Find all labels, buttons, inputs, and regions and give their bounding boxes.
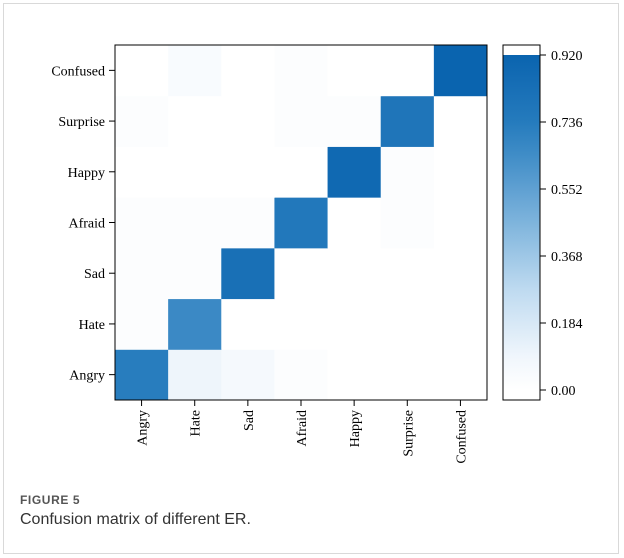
- heatmap-cell-surprise-surprise: [380, 95, 435, 147]
- heatmap-cells: [115, 45, 488, 401]
- heatmap-cell-sad-afraid: [274, 247, 329, 300]
- heatmap-cell-confused-sad: [221, 45, 275, 97]
- y-tick-label: Confused: [51, 64, 105, 79]
- colorbar-tick-label: 0.368: [551, 250, 583, 265]
- x-tick-label: Hate: [189, 410, 204, 436]
- heatmap-cell-afraid-angry: [115, 197, 169, 249]
- x-tick-label: Afraid: [295, 410, 310, 447]
- heatmap-cell-hate-sad: [221, 298, 275, 350]
- x-tick-label: Sad: [242, 410, 257, 431]
- heatmap-cell-surprise-sad: [221, 95, 275, 147]
- heatmap-cell-surprise-happy: [327, 95, 382, 147]
- heatmap-cell-angry-confused: [433, 349, 488, 401]
- heatmap-cell-afraid-afraid: [274, 197, 329, 249]
- heatmap-cell-angry-hate: [168, 349, 222, 401]
- heatmap-cell-sad-sad: [221, 247, 275, 300]
- y-tick-label: Hate: [79, 318, 105, 333]
- heatmap-cell-happy-afraid: [274, 146, 329, 198]
- heatmap-cell-confused-confused: [433, 45, 488, 97]
- heatmap-cell-sad-surprise: [380, 247, 435, 300]
- heatmap-cell-surprise-hate: [168, 95, 222, 147]
- heatmap-cell-confused-afraid: [274, 45, 329, 97]
- heatmap-cell-happy-surprise: [380, 146, 435, 198]
- x-tick-label: Happy: [348, 410, 363, 447]
- heatmap-cell-sad-hate: [168, 247, 222, 300]
- heatmap-cell-angry-sad: [221, 349, 275, 401]
- heatmap-cell-afraid-sad: [221, 197, 275, 249]
- confusion-matrix-chart: AngryHateSadAfraidHappySurpriseConfused …: [51, 44, 583, 464]
- figure-label: FIGURE 5: [20, 493, 81, 507]
- colorbar-tick-label: 0.184: [551, 317, 583, 332]
- x-tick-label: Surprise: [401, 410, 416, 457]
- x-axis: Angry Hate Sad Afraid Happy Surprise Confused: [136, 400, 469, 464]
- heatmap-cell-hate-surprise: [380, 298, 435, 350]
- heatmap-cell-angry-happy: [327, 349, 382, 401]
- heatmap-cell-afraid-hate: [168, 197, 222, 249]
- heatmap-cell-sad-angry: [115, 247, 169, 300]
- heatmap-cell-hate-angry: [115, 298, 169, 350]
- heatmap-cell-sad-confused: [433, 247, 488, 300]
- heatmap-cell-surprise-angry: [115, 95, 169, 147]
- y-tick-label: Surprise: [58, 115, 105, 130]
- heatmap-cell-surprise-confused: [433, 95, 488, 147]
- heatmap-cell-happy-happy: [327, 146, 382, 198]
- heatmap-cell-afraid-surprise: [380, 197, 435, 249]
- colorbar: 0.00 0.184 0.368 0.552 0.736 0.920: [502, 44, 583, 401]
- colorbar-frame: [502, 44, 541, 401]
- heatmap-cell-hate-hate: [168, 298, 222, 350]
- heatmap-cell-happy-hate: [168, 146, 222, 198]
- heatmap-cell-angry-afraid: [274, 349, 329, 401]
- heatmap-cell-surprise-afraid: [274, 95, 329, 147]
- heatmap-cell-angry-angry: [115, 349, 169, 401]
- heatmap-cell-hate-happy: [327, 298, 382, 350]
- heatmap-cell-confused-surprise: [380, 45, 435, 97]
- heatmap-cell-afraid-happy: [327, 197, 382, 249]
- x-tick-label: Angry: [136, 410, 151, 446]
- heatmap-cell-happy-angry: [115, 146, 169, 198]
- heatmap-cell-hate-confused: [433, 298, 488, 350]
- heatmap-cell-hate-afraid: [274, 298, 329, 350]
- x-tick-label: Confused: [454, 410, 469, 464]
- colorbar-gradient: [503, 55, 540, 390]
- heatmap-cell-confused-happy: [327, 45, 382, 97]
- colorbar-tick-label: 0.00: [551, 384, 576, 399]
- y-tick-label: Angry: [69, 369, 105, 384]
- y-axis: Angry Hate Sad Afraid Happy Surprise Confused: [51, 64, 115, 384]
- heatmap-cell-afraid-confused: [433, 197, 488, 249]
- heatmap-cell-sad-happy: [327, 247, 382, 300]
- colorbar-tick-label: 0.552: [551, 183, 583, 198]
- figure-caption: Confusion matrix of different ER.: [20, 511, 251, 528]
- heatmap-cell-happy-confused: [433, 146, 488, 198]
- heatmap-cell-angry-surprise: [380, 349, 435, 401]
- y-tick-label: Sad: [84, 267, 105, 282]
- heatmap-cell-happy-sad: [221, 146, 275, 198]
- colorbar-tick-label: 0.920: [551, 49, 583, 64]
- y-tick-label: Happy: [68, 166, 105, 181]
- colorbar-tick-label: 0.736: [551, 116, 583, 131]
- heatmap-cell-confused-angry: [115, 45, 169, 97]
- heatmap-cell-confused-hate: [168, 45, 222, 97]
- y-tick-label: Afraid: [68, 217, 105, 232]
